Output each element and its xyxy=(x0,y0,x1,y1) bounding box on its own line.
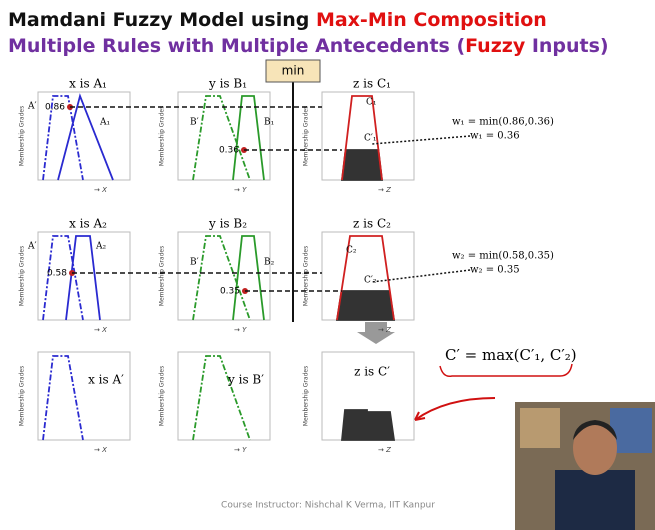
slide: Mamdani Fuzzy Model using Max-Min Compos… xyxy=(0,0,655,530)
y-axis-label: Membership Grades xyxy=(159,246,166,306)
y-axis-label: Membership Grades xyxy=(303,366,310,426)
plot-title: x is A₂ xyxy=(69,217,107,231)
plot-title: z is C′ xyxy=(354,365,390,379)
y-axis-label: Membership Grades xyxy=(19,246,26,306)
level-label: 0.36 xyxy=(219,146,239,156)
level-label: 0.35 xyxy=(220,287,240,297)
x-axis-label: → X xyxy=(94,446,107,454)
curve-label: B₂ xyxy=(264,258,275,268)
y-axis-label: Membership Grades xyxy=(303,246,310,306)
curve-label: A₂ xyxy=(95,242,106,252)
plot-title: x is A′ xyxy=(88,373,124,387)
weight-equation: w₁ = 0.36 xyxy=(470,131,520,142)
title-highlight: Max-Min Composition xyxy=(316,9,547,31)
x-axis-label: → X xyxy=(94,186,107,194)
curve-label: A′ xyxy=(27,102,37,112)
curve-label: C₁ xyxy=(366,98,377,108)
plot-title: x is A₁ xyxy=(69,77,107,91)
x-axis-label: → X xyxy=(94,326,107,334)
plot-title: z is C₁ xyxy=(353,77,391,91)
plot-title: y is B₁ xyxy=(208,77,247,91)
curve-label: B′ xyxy=(190,118,199,128)
subtitle-text: Multiple Rules with Multiple Antecedents… xyxy=(8,35,465,57)
x-axis-label: → Y xyxy=(234,186,247,194)
plot-title: z is C₂ xyxy=(353,217,391,231)
curve-label: C′₂ xyxy=(364,276,377,286)
weight-equation: w₂ = 0.35 xyxy=(470,265,520,276)
curve-label: B′ xyxy=(190,258,199,268)
curve-label: C′₁ xyxy=(364,134,377,144)
curve-label: A′ xyxy=(27,242,37,252)
y-axis-label: Membership Grades xyxy=(19,106,26,166)
x-axis-label: → Z xyxy=(378,446,391,454)
curve-label: A₁ xyxy=(99,118,110,128)
plot-title: y is B₂ xyxy=(208,217,247,231)
membership-curve xyxy=(342,410,394,440)
subtitle: Multiple Rules with Multiple Antecedents… xyxy=(8,35,609,57)
shelf xyxy=(520,408,560,448)
membership-curve xyxy=(342,150,382,180)
subtitle-highlight: Fuzzy xyxy=(465,35,526,57)
curve-label: B₁ xyxy=(264,118,274,128)
y-axis-label: Membership Grades xyxy=(19,366,26,426)
min-label: min xyxy=(282,64,305,78)
plot-title: y is B′ xyxy=(227,373,264,387)
subtitle-text: Inputs) xyxy=(525,35,608,57)
y-axis-label: Membership Grades xyxy=(159,106,166,166)
title: Mamdani Fuzzy Model using Max-Min Compos… xyxy=(8,9,547,31)
aggregate-equation: C′ = max(C′₁, C′₂) xyxy=(445,346,577,364)
y-axis-label: Membership Grades xyxy=(159,366,166,426)
level-label: 0.86 xyxy=(45,103,65,113)
footer: Course Instructor: Nishchal K Verma, IIT… xyxy=(221,501,435,511)
membership-curve xyxy=(337,291,394,320)
x-axis-label: → Y xyxy=(234,326,247,334)
weight-equation: w₂ = min(0.58,0.35) xyxy=(452,251,554,262)
x-axis-label: → Y xyxy=(234,446,247,454)
title-text: Mamdani Fuzzy Model using xyxy=(8,9,316,31)
video-inset xyxy=(515,402,655,530)
level-label: 0.58 xyxy=(47,269,67,279)
weight-equation: w₁ = min(0.86,0.36) xyxy=(452,117,554,128)
person-body xyxy=(555,470,635,530)
curve-label: C₂ xyxy=(346,246,357,256)
y-axis-label: Membership Grades xyxy=(303,106,310,166)
x-axis-label: → Z xyxy=(378,186,391,194)
x-axis-label: → Z xyxy=(378,326,391,334)
